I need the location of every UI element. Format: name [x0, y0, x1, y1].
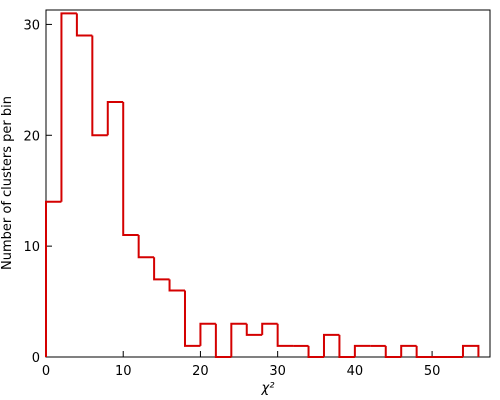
histogram-bin — [153, 257, 170, 281]
histogram-bin — [400, 344, 417, 357]
histogram-bin — [106, 101, 124, 136]
histogram-bin — [230, 322, 247, 357]
y-tick-label: 10 — [23, 240, 40, 255]
histogram-bin — [461, 344, 480, 357]
y-axis-label: Number of clusters per bin — [0, 96, 15, 270]
x-tick-label: 50 — [424, 364, 441, 379]
y-tick-label: 0 — [32, 351, 40, 366]
histogram-bin — [245, 323, 263, 336]
x-tick-label: 0 — [42, 364, 50, 379]
histogram-bin — [276, 323, 294, 347]
histogram-bin — [168, 279, 185, 292]
histogram-bin — [91, 35, 108, 137]
histogram-bin — [415, 345, 433, 358]
y-tick-label: 30 — [23, 18, 40, 33]
histogram-bin — [322, 333, 340, 357]
histogram-bin — [137, 235, 155, 259]
x-tick-label: 30 — [269, 364, 286, 379]
histogram-bin — [353, 344, 371, 357]
x-tick-label: 40 — [347, 364, 364, 379]
histogram-bin — [338, 334, 355, 358]
histogram-bin — [214, 323, 232, 358]
histogram-bin — [75, 13, 93, 37]
histogram-bin — [60, 12, 77, 202]
histogram-bin — [384, 345, 402, 358]
plot-frame — [45, 9, 491, 358]
histogram-bin — [199, 322, 216, 346]
histogram-bin — [307, 345, 324, 358]
y-tick-label: 20 — [23, 129, 40, 144]
histogram-bin — [45, 200, 62, 357]
x-tick-label: 10 — [115, 364, 132, 379]
histogram-bin — [261, 322, 278, 335]
x-tick-label: 20 — [192, 364, 209, 379]
x-axis-label: χ² — [261, 381, 275, 396]
histogram-bin — [122, 102, 139, 237]
histogram-bin — [183, 290, 201, 347]
